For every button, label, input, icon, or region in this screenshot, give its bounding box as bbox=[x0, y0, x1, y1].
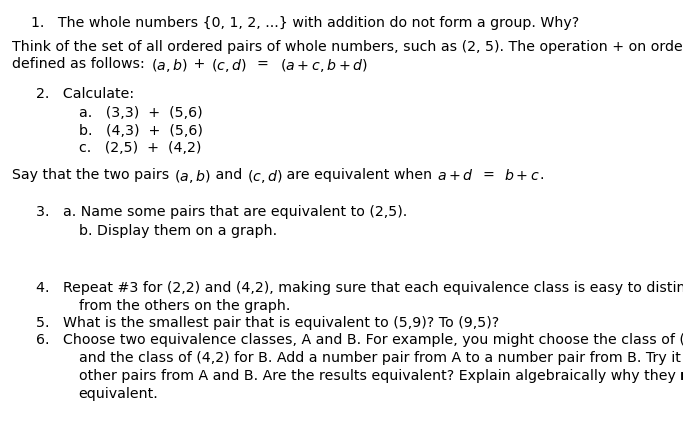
Text: 1.   The whole numbers {0, 1, 2, ...} with addition do not form a group. Why?: 1. The whole numbers {0, 1, 2, ...} with… bbox=[31, 16, 579, 30]
Text: =: = bbox=[474, 168, 504, 182]
Text: $(a, b)$: $(a, b)$ bbox=[151, 57, 188, 74]
Text: 6.   Choose two equivalence classes, A and B. For example, you might choose the : 6. Choose two equivalence classes, A and… bbox=[36, 333, 683, 347]
Text: $(a, b)$: $(a, b)$ bbox=[174, 168, 211, 185]
Text: b.   (4,3)  +  (5,6): b. (4,3) + (5,6) bbox=[79, 124, 202, 138]
Text: must be: must be bbox=[680, 369, 683, 383]
Text: 5.   What is the smallest pair that is equivalent to (5,9)? To (9,5)?: 5. What is the smallest pair that is equ… bbox=[36, 316, 499, 330]
Text: from the others on the graph.: from the others on the graph. bbox=[79, 299, 290, 312]
Text: b. Display them on a graph.: b. Display them on a graph. bbox=[79, 224, 277, 238]
Text: 3.   a. Name some pairs that are equivalent to (2,5).: 3. a. Name some pairs that are equivalen… bbox=[36, 205, 407, 219]
Text: 4.   Repeat #3 for (2,2) and (4,2), making sure that each equivalence class is e: 4. Repeat #3 for (2,2) and (4,2), making… bbox=[36, 281, 683, 295]
Text: are equivalent when: are equivalent when bbox=[282, 168, 437, 182]
Text: $(c, d)$: $(c, d)$ bbox=[247, 168, 282, 185]
Text: $(c, d)$: $(c, d)$ bbox=[211, 57, 247, 74]
Text: equivalent.: equivalent. bbox=[79, 387, 158, 401]
Text: $b + c$: $b + c$ bbox=[504, 168, 540, 184]
Text: +: + bbox=[189, 57, 210, 71]
Text: other pairs from A and B. Are the results equivalent? Explain algebraically why : other pairs from A and B. Are the result… bbox=[79, 369, 680, 383]
Text: 2.   Calculate:: 2. Calculate: bbox=[36, 87, 134, 101]
Text: a.   (3,3)  +  (5,6): a. (3,3) + (5,6) bbox=[79, 106, 202, 120]
Text: $a + d$: $a + d$ bbox=[437, 168, 474, 184]
Text: and the class of (4,2) for B. Add a number pair from A to a number pair from B. : and the class of (4,2) for B. Add a numb… bbox=[79, 351, 683, 365]
Text: Think of the set of all ordered pairs of whole numbers, such as (2, 5). The oper: Think of the set of all ordered pairs of… bbox=[12, 40, 683, 54]
Text: and: and bbox=[211, 168, 247, 182]
Text: c.   (2,5)  +  (4,2): c. (2,5) + (4,2) bbox=[79, 141, 201, 155]
Text: =: = bbox=[249, 57, 278, 71]
Text: Say that the two pairs: Say that the two pairs bbox=[12, 168, 174, 182]
Text: $(a + c, b + d)$: $(a + c, b + d)$ bbox=[279, 57, 368, 74]
Text: defined as follows:: defined as follows: bbox=[12, 57, 150, 71]
Text: .: . bbox=[540, 168, 544, 182]
